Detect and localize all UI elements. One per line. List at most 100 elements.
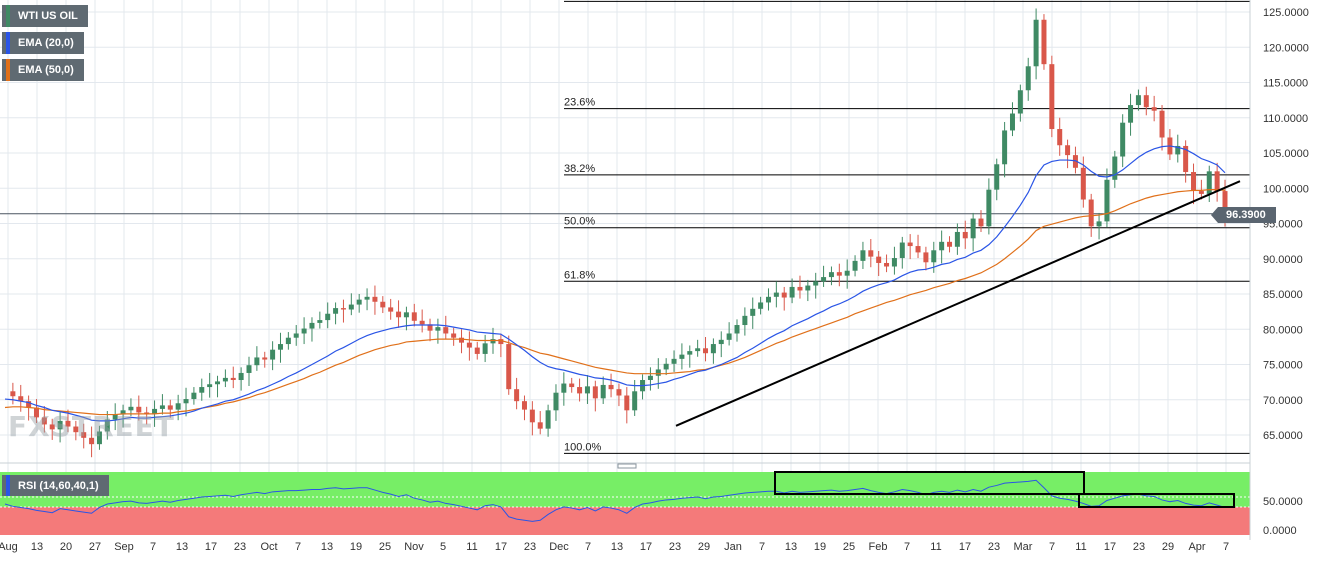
symbol-label: WTI US OIL (18, 10, 78, 22)
candle-bear (616, 389, 622, 396)
candle-bear (380, 301, 386, 308)
ema20-badge[interactable]: EMA (20,0) (2, 32, 84, 54)
candlesticks (10, 8, 1228, 458)
x-tick-label: 7 (904, 541, 910, 553)
candle-bull (994, 164, 1000, 190)
x-tick-label: 7 (585, 541, 591, 553)
candle-bear (419, 320, 425, 325)
x-tick-label: Dec (549, 541, 569, 553)
ema20-swatch (6, 32, 10, 54)
candle-bear (1222, 191, 1228, 214)
y-tick-label: 65.0000 (1263, 430, 1303, 442)
candle-bull (325, 313, 331, 321)
candle-bear (26, 401, 32, 408)
candle-bear (1057, 129, 1063, 146)
candle-bear (608, 384, 614, 390)
x-tick-label: 19 (814, 541, 826, 553)
candle-bear (167, 405, 173, 410)
x-tick-label: Oct (260, 541, 277, 553)
candle-bear (411, 312, 417, 321)
candle-bull (403, 312, 409, 318)
candle-bear (1065, 145, 1071, 156)
candle-bull (726, 333, 732, 340)
y-tick-label: 120.0000 (1263, 42, 1309, 54)
candle-bull (860, 250, 866, 261)
rsi-highlight-box (774, 471, 1085, 495)
rsi-highlight-box (1078, 493, 1235, 508)
ema50-label: EMA (50,0) (18, 64, 74, 76)
candle-bull (844, 270, 850, 276)
candle-bear (1049, 64, 1055, 130)
candle-bull (679, 354, 685, 359)
candle-bear (41, 417, 47, 425)
candle-bull (191, 392, 197, 400)
fib-level-label: 50.0% (564, 216, 595, 228)
x-tick-label: 27 (89, 541, 101, 553)
fib-level-label: 100.0% (564, 441, 602, 453)
x-tick-label: 13 (31, 541, 43, 553)
candle-bull (277, 344, 283, 350)
ema-lines (4, 145, 1226, 422)
x-tick-label: 25 (379, 541, 391, 553)
x-tick-label: Aug (0, 541, 18, 553)
candle-bull (364, 296, 370, 300)
candle-bull (96, 431, 102, 445)
x-tick-label: 5 (440, 541, 446, 553)
candle-bull (175, 403, 181, 410)
rsi-line (4, 479, 1226, 522)
candle-bear (1151, 107, 1157, 111)
x-tick-label: 19 (350, 541, 362, 553)
candle-bull (561, 383, 567, 393)
fib-level-label: 23.6% (564, 97, 595, 109)
candle-bull (1017, 90, 1023, 114)
x-tick-label: 7 (150, 541, 156, 553)
x-tick-label: 17 (959, 541, 971, 553)
x-tick-label: 7 (295, 541, 301, 553)
candle-bear (474, 347, 480, 354)
candle-bull (57, 420, 63, 430)
rsi-badge[interactable]: RSI (14,60,40,1) (2, 475, 109, 496)
candle-bear (624, 395, 630, 411)
candle-bull (1120, 122, 1126, 157)
candle-bull (112, 414, 118, 420)
candle-bull (718, 339, 724, 345)
candle-bull (183, 399, 189, 404)
y-tick-label: 125.0000 (1263, 7, 1309, 19)
candle-bull (671, 358, 677, 364)
x-tick-label: 11 (930, 541, 941, 553)
candle-bull (813, 281, 819, 286)
candle-bear (1191, 172, 1197, 192)
ema50-badge[interactable]: EMA (50,0) (2, 59, 84, 81)
candle-bear (907, 242, 913, 247)
candle-bear (506, 344, 512, 390)
x-tick-label: 20 (60, 541, 72, 553)
x-tick-label: Sep (114, 541, 134, 553)
y-tick-label: 90.0000 (1263, 254, 1303, 266)
candle-bear (427, 324, 433, 331)
symbol-badge[interactable]: WTI US OIL (2, 5, 88, 27)
candle-bull (710, 344, 716, 354)
candle-bear (73, 426, 79, 433)
candle-bear (10, 391, 16, 397)
candle-bear (868, 250, 874, 257)
candle-bull (1112, 156, 1118, 180)
ema50-swatch (6, 59, 10, 81)
candle-bear (836, 272, 842, 276)
candle-bear (443, 327, 449, 334)
x-tick-label: 23 (669, 541, 681, 553)
x-tick-label: 13 (611, 541, 623, 553)
candle-bull (891, 258, 897, 267)
candle-bull (128, 406, 134, 411)
x-tick-label: 7 (1049, 541, 1055, 553)
candle-bull (435, 327, 441, 331)
x-tick-label: 7 (759, 541, 765, 553)
candle-bull (1033, 19, 1039, 67)
candle-bull (285, 337, 291, 345)
x-tick-label: Nov (404, 541, 424, 553)
candle-bull (254, 357, 260, 366)
candle-bear (577, 387, 583, 394)
y-tick-label: 100.0000 (1263, 183, 1309, 195)
candle-bull (490, 339, 496, 344)
